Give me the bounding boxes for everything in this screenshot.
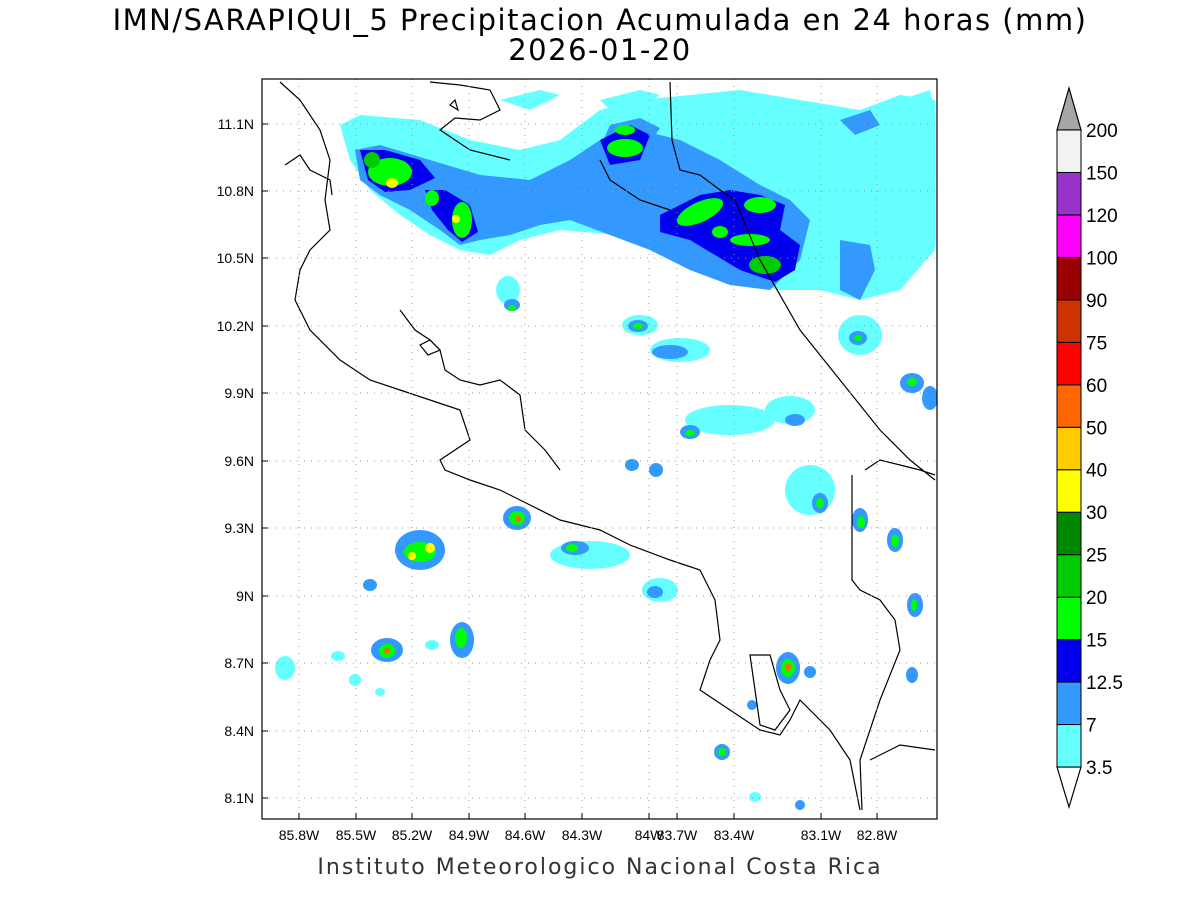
lat-tick-label: 8.1N (224, 790, 254, 806)
colorbar-swatch (1056, 214, 1082, 258)
colorbar-swatch (1056, 341, 1082, 386)
lon-tick-label: 85.5W (336, 827, 377, 843)
colorbar-max-triangle (1056, 85, 1082, 131)
colorbar-swatch (1056, 554, 1082, 598)
lon-tick-label: 83.7W (657, 827, 698, 843)
lat-tick-label: 10.2N (217, 318, 254, 334)
colorbar-label: 120 (1086, 206, 1118, 227)
lat-tick-label: 9.6N (224, 453, 254, 469)
map-date: 2026-01-20 (508, 33, 692, 67)
colorbar-label: 50 (1086, 418, 1107, 439)
colorbar-swatch (1056, 724, 1082, 768)
lon-tick-label: 83.1W (801, 827, 842, 843)
colorbar-label: 40 (1086, 461, 1107, 482)
lat-tick-label: 9N (236, 588, 254, 604)
lat-tick-label: 8.7N (224, 655, 254, 671)
colorbar-swatch (1056, 171, 1082, 216)
colorbar: 3.5 7 12.5 15 20 25 30 40 50 60 75 90 100 120 150 200 (1056, 85, 1123, 810)
colorbar-swatch (1056, 469, 1082, 513)
colorbar-label: 200 (1086, 121, 1118, 142)
lon-tick-label: 84.6W (505, 827, 546, 843)
precipitation-field (275, 90, 937, 810)
lon-tick-label: 84W (635, 827, 665, 843)
lon-tick-label: 85.2W (392, 827, 433, 843)
lat-tick-label: 10.5N (217, 250, 254, 266)
colorbar-swatch (1056, 426, 1082, 471)
colorbar-label: 12.5 (1086, 673, 1123, 694)
colorbar-label: 25 (1086, 546, 1107, 567)
lon-tick-label: 82.8W (857, 827, 898, 843)
map-grid (262, 79, 937, 819)
lon-tick-label: 85.8W (279, 827, 320, 843)
lon-tick-label: 83.4W (714, 827, 755, 843)
lat-tick-label: 10.8N (217, 183, 254, 199)
colorbar-label: 60 (1086, 376, 1107, 397)
colorbar-label: 15 (1086, 631, 1107, 652)
colorbar-label: 75 (1086, 333, 1107, 354)
colorbar-label: 7 (1086, 716, 1097, 737)
lon-tick-label: 84.3W (562, 827, 603, 843)
map-title: IMN/SARAPIQUI_5 Precipitacion Acumulada … (112, 3, 1088, 37)
lat-tick-label: 8.4N (224, 723, 254, 739)
colorbar-label: 30 (1086, 503, 1107, 524)
colorbar-swatch (1056, 299, 1082, 343)
coastline (279, 81, 936, 811)
colorbar-label: 100 (1086, 248, 1118, 269)
colorbar-swatch (1056, 596, 1082, 641)
colorbar-swatch (1056, 681, 1082, 726)
colorbar-label: 20 (1086, 588, 1107, 609)
colorbar-swatch (1056, 511, 1082, 556)
colorbar-label: 3.5 (1086, 758, 1112, 779)
lat-tick-label: 9.3N (224, 520, 254, 536)
colorbar-swatch (1056, 639, 1082, 683)
credit-text: Instituto Meteorologico Nacional Costa R… (317, 855, 883, 880)
colorbar-label: 150 (1086, 163, 1118, 184)
map-frame (261, 78, 938, 820)
colorbar-swatch (1056, 384, 1082, 428)
lat-tick-label: 9.9N (224, 385, 254, 401)
lon-tick-label: 84.9W (449, 827, 490, 843)
lat-tick-label: 11.1N (218, 116, 254, 132)
colorbar-min-triangle (1056, 766, 1082, 810)
colorbar-swatch (1056, 256, 1082, 301)
colorbar-label: 90 (1086, 291, 1107, 312)
colorbar-swatch (1056, 129, 1082, 173)
